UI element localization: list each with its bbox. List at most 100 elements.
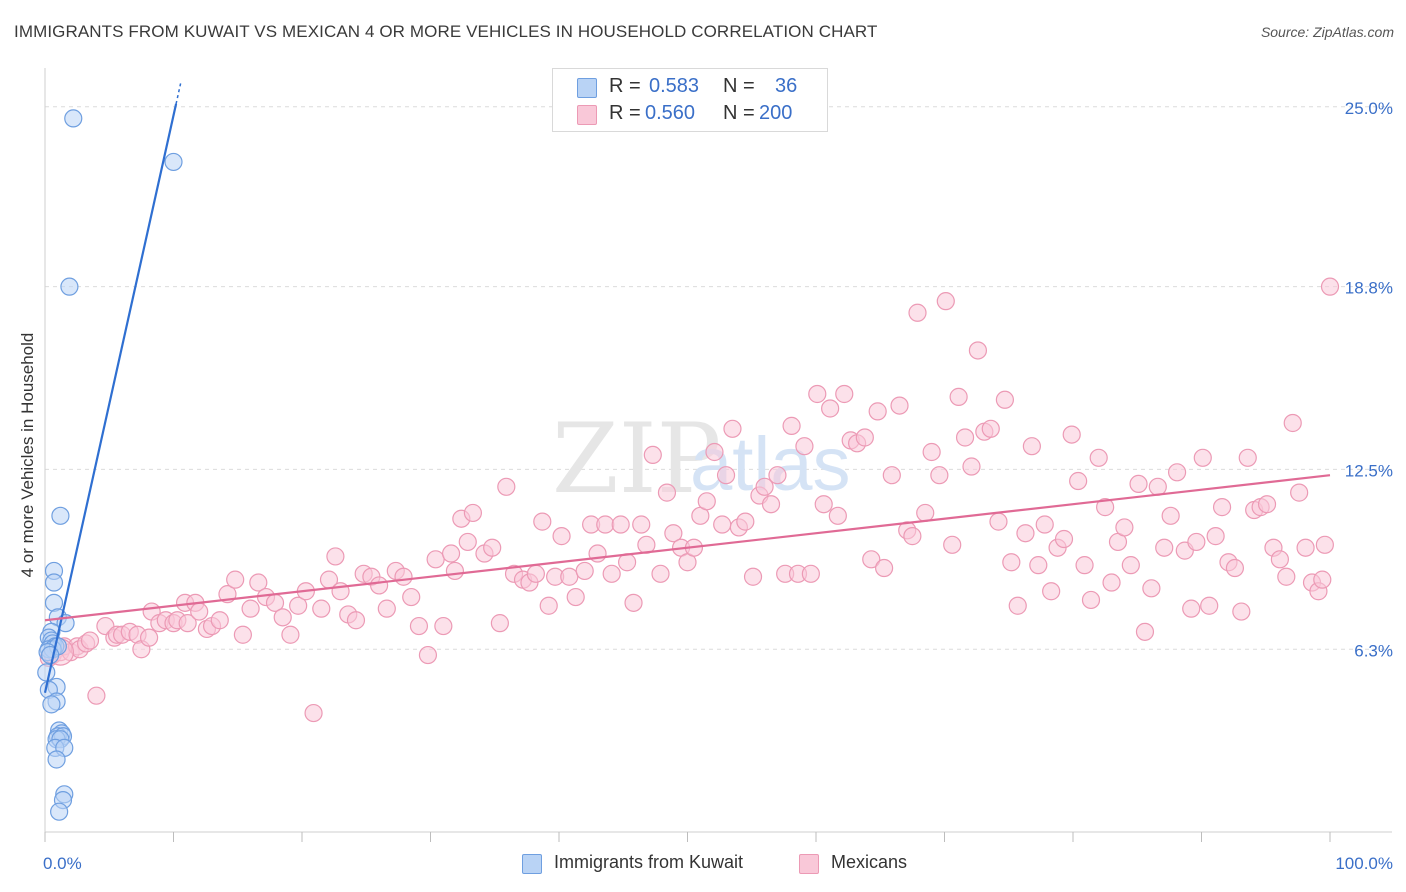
mexicans-point: [552, 527, 571, 546]
grid-lines: [45, 106, 1392, 650]
mexicans-point: [943, 535, 962, 554]
source-label: Source: ZipAtlas.com: [1260, 24, 1394, 40]
mexicans-point: [326, 547, 345, 566]
mexicans-point: [1232, 602, 1251, 621]
watermark-zip: ZIP: [552, 403, 721, 515]
kuwait-point: [44, 573, 64, 592]
mexicans-point: [1313, 570, 1332, 589]
y-tick-label: 6.3%: [1354, 641, 1393, 660]
mexicans-point: [434, 616, 453, 636]
mexicans-point: [377, 599, 396, 618]
mexicans-point: [273, 608, 292, 627]
mexicans-legend-swatch-icon: [799, 854, 819, 874]
mexicans-point: [835, 384, 854, 404]
mexicans-point: [312, 599, 331, 618]
mexicans-point: [713, 515, 732, 534]
mexicans-point: [968, 341, 988, 360]
mexicans-point: [1002, 553, 1021, 572]
mexicans-point: [1062, 425, 1081, 444]
mexicans-point: [705, 442, 724, 462]
mexicans-point: [1238, 448, 1257, 467]
mexicans-point: [210, 611, 229, 630]
mexicans-point: [445, 561, 465, 581]
mexicans-point: [716, 466, 736, 485]
mexicans-point: [1135, 622, 1155, 641]
mexicans-point: [1075, 556, 1094, 575]
mexicans-point: [1115, 518, 1134, 537]
mexicans-point: [723, 419, 742, 438]
mexicans-point: [1148, 477, 1167, 496]
mexicans-point: [890, 396, 909, 415]
mexicans-point: [370, 576, 389, 595]
kuwait-trend-line: [43, 103, 178, 694]
mexicans-point: [87, 686, 106, 705]
mexicans-point: [981, 419, 1000, 438]
mexicans-point: [743, 567, 763, 586]
mexicans-point: [828, 506, 847, 525]
mexicans-point: [497, 477, 516, 496]
mexicans-point: [458, 532, 477, 552]
mexicans-point: [1029, 556, 1048, 575]
mexicans-point: [418, 645, 438, 665]
mexicans-point: [651, 564, 670, 583]
r-label: R =: [609, 102, 641, 124]
mexicans-point: [949, 387, 968, 406]
r-label: R =: [609, 75, 641, 97]
mexicans-point: [289, 596, 308, 615]
mexicans-point: [1225, 558, 1245, 578]
mexicans-point: [526, 564, 545, 583]
mexicans-point: [875, 558, 894, 578]
kuwait-trend-extension: [175, 80, 182, 105]
mexicans-point: [962, 457, 981, 476]
mexicans-point: [409, 616, 429, 636]
mexicans-point: [566, 587, 585, 607]
mexicans-point: [402, 587, 421, 607]
tick-labels: 6.3% 12.5% 18.8% 25.0% 0.0% 100.0%: [43, 99, 1393, 873]
mexicans-point: [1161, 506, 1180, 525]
r-value-mexicans: 0.560: [645, 102, 696, 124]
mexicans-point: [1212, 498, 1232, 517]
mexicans-point: [1022, 437, 1041, 456]
y-tick-label: 12.5%: [1345, 461, 1393, 480]
mexicans-point: [657, 483, 677, 502]
mexicans-point: [1035, 515, 1054, 534]
mexicans-point: [995, 390, 1014, 409]
legend-label-mexicans: Mexicans: [831, 852, 908, 872]
kuwait-point: [64, 109, 83, 128]
mexicans-point: [539, 596, 558, 615]
y-axis-title: 4 or more Vehicles in Household: [18, 332, 37, 578]
kuwait-point: [47, 750, 66, 769]
mexicans-point: [533, 512, 552, 531]
mexicans-point: [483, 538, 502, 557]
mexicans-point: [1200, 596, 1219, 615]
mexicans-point: [394, 567, 413, 586]
mexicans-point: [882, 466, 901, 485]
mexicans-point: [1102, 573, 1121, 592]
mexicans-point: [1081, 590, 1101, 610]
mexicans-point: [1315, 535, 1334, 554]
mexicans-point: [1054, 529, 1074, 549]
mexicans-point: [795, 437, 814, 456]
mexicans-point: [226, 570, 245, 589]
mexicans-point: [190, 602, 209, 621]
kuwait-point: [51, 506, 70, 525]
mexicans-point: [697, 492, 716, 511]
mexicans-point: [768, 466, 787, 485]
mexicans-point: [1296, 538, 1315, 557]
mexicans-point: [624, 593, 643, 612]
trend-lines: [43, 80, 1331, 694]
mexicans-point: [1042, 582, 1061, 601]
y-tick-label: 25.0%: [1345, 99, 1393, 118]
kuwait-point: [164, 152, 183, 172]
mexicans-swatch-icon: [577, 105, 597, 125]
kuwait-point: [41, 645, 60, 665]
mexicans-point: [1182, 599, 1201, 618]
mexicans-point: [560, 567, 579, 586]
mexicans-point: [868, 402, 887, 421]
mexicans-point: [80, 631, 100, 650]
mexicans-point: [304, 703, 323, 723]
mexicans-point: [989, 512, 1008, 531]
mexicans-point: [463, 503, 483, 523]
mexicans-point: [1193, 448, 1212, 467]
